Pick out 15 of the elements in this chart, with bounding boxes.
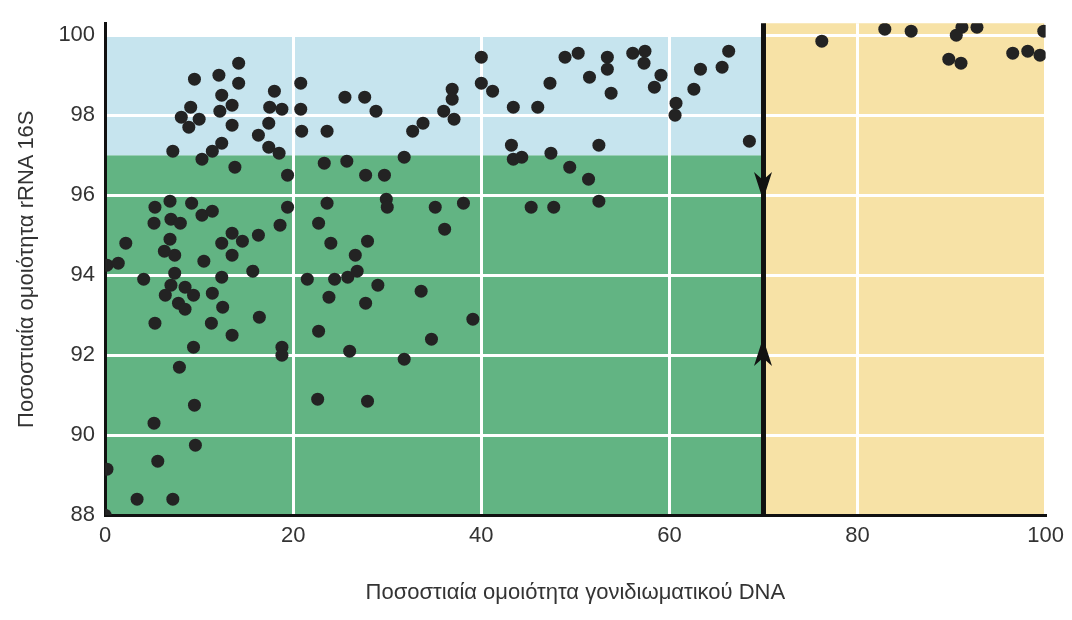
y-axis-title: Ποσοστιαία ομοιότητα rRNA 16S — [13, 110, 39, 428]
x-tick-label: 20 — [280, 522, 306, 548]
y-tick-label: 94 — [70, 261, 96, 287]
y-tick-label: 96 — [70, 181, 96, 207]
x-tick-label: 40 — [469, 522, 494, 548]
x-tick-label: 100 — [1027, 522, 1065, 548]
x-axis-title: Ποσοστιαία ομοιότητα γονιδιωματικού DNA — [365, 578, 786, 604]
y-tick-label: 92 — [70, 341, 96, 367]
x-tick-label: 60 — [657, 522, 682, 548]
x-tick-label: 80 — [845, 522, 870, 548]
y-tick-label: 98 — [70, 101, 96, 127]
x-tick-label: 0 — [98, 522, 112, 548]
y-tick-label: 90 — [70, 421, 96, 447]
y-tick-label: 100 — [58, 21, 96, 47]
y-tick-label: 88 — [70, 501, 96, 527]
